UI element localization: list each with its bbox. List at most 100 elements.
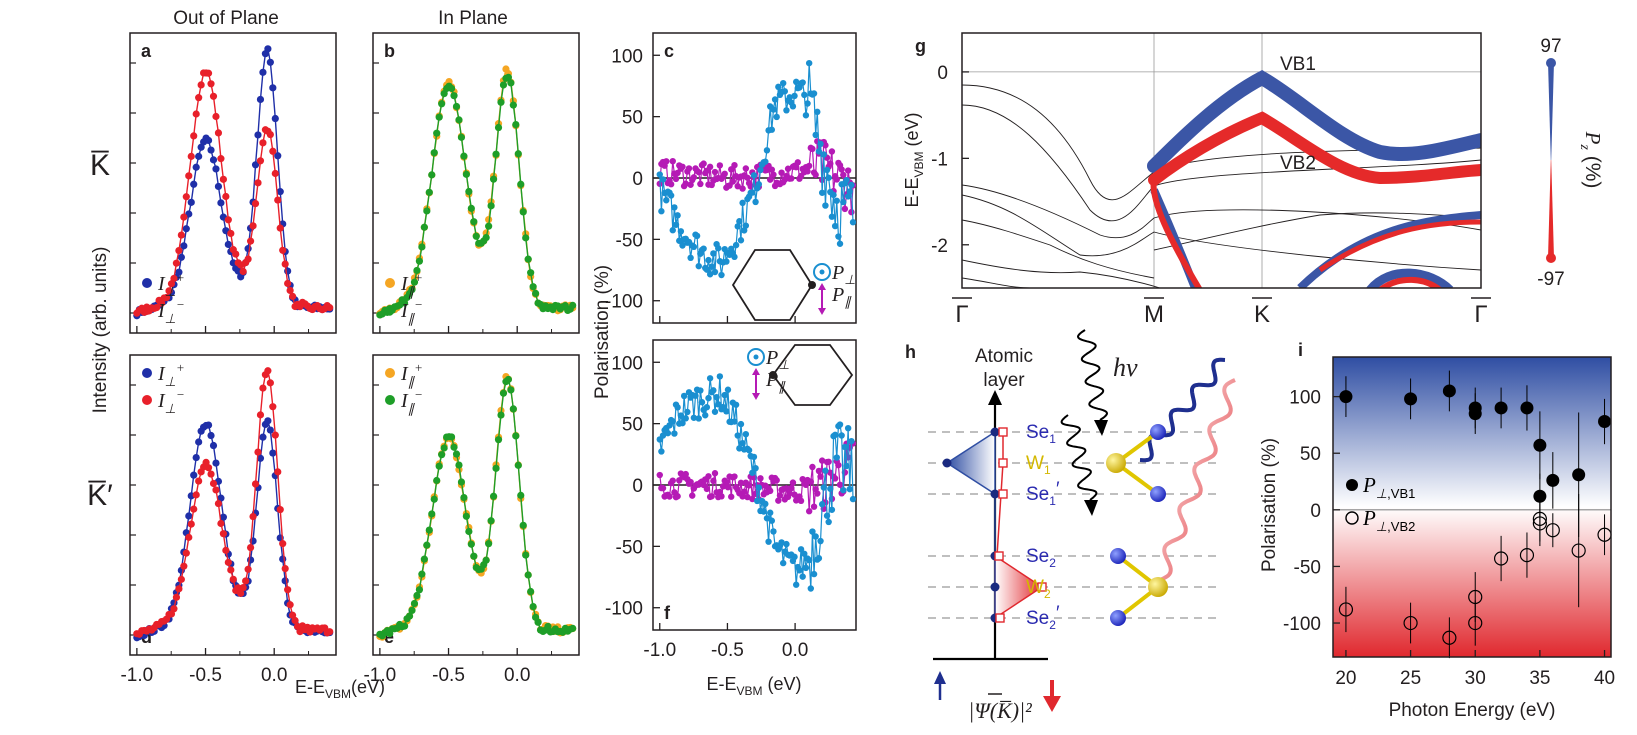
data-point [815, 148, 823, 155]
data-point [470, 218, 478, 226]
data-point [460, 493, 468, 502]
data-point [695, 168, 702, 176]
y-tick-label: 50 [622, 108, 643, 129]
data-point [703, 266, 711, 273]
w-atom-1 [1106, 453, 1126, 473]
thin-band [962, 184, 1481, 239]
panel-g-frame [961, 32, 1482, 289]
data-point [408, 286, 416, 294]
data-point [425, 188, 433, 196]
data-point [259, 384, 267, 392]
data-point [256, 157, 265, 165]
data-point [697, 180, 704, 188]
data-point [723, 258, 730, 265]
data-point [844, 424, 852, 432]
legend-d-plus: I⊥+ [157, 360, 185, 389]
data-point [802, 112, 810, 119]
data-point [529, 602, 537, 611]
data-point [805, 59, 813, 67]
legend-c-par: P∥ [831, 284, 852, 309]
data-point [195, 152, 203, 160]
layer-label: Se2′ [1026, 603, 1060, 632]
panel-d: d -1.0-0.50.0 [120, 354, 337, 686]
data-point [693, 232, 701, 240]
square-marker [998, 427, 1008, 437]
pz-color-scale [1548, 60, 1554, 160]
data-point [509, 405, 517, 413]
data-point [286, 601, 294, 609]
data-point [667, 192, 675, 199]
data-point [497, 98, 505, 106]
data-point [517, 180, 525, 188]
legend-b-minus: I∥− [400, 297, 423, 326]
data-point [269, 84, 277, 92]
series-line [379, 67, 574, 315]
vb2-label: VB2 [1280, 153, 1316, 174]
data-point [326, 304, 334, 312]
data-point [410, 599, 419, 608]
y-tick-label: 0 [937, 63, 948, 84]
data-point [775, 83, 782, 91]
thin-band [962, 194, 1481, 271]
data-point [472, 232, 480, 240]
data-point [838, 432, 845, 439]
square-marker [994, 551, 1004, 561]
data-point [274, 196, 282, 204]
data-point [710, 250, 717, 257]
y-tick-label: 50 [1300, 444, 1321, 465]
data-point [687, 478, 694, 486]
data-point [470, 552, 478, 560]
data-point [175, 246, 183, 255]
data-point [669, 157, 676, 165]
data-point [447, 433, 456, 441]
data-point [264, 417, 272, 425]
legend-d-marker-plus [142, 368, 152, 378]
data-point [430, 149, 438, 157]
series-line [136, 419, 330, 639]
intensity-axis-label: Intensity (arb. units) [90, 247, 111, 414]
data-point [209, 92, 218, 100]
data-point [195, 94, 203, 102]
data-point [527, 587, 535, 596]
data-point [843, 176, 850, 184]
data-point [405, 612, 414, 620]
data-point [674, 493, 681, 500]
data-point [840, 198, 847, 206]
legend-b: I∥+ I∥− [385, 270, 423, 326]
data-point [256, 95, 265, 104]
h-title-line1: Atomic [975, 346, 1033, 367]
data-point [428, 171, 436, 179]
data-point [494, 123, 503, 132]
data-point [734, 182, 741, 190]
heading-out-of-plane: Out of Plane [173, 8, 279, 29]
scale-top: 97 [1540, 36, 1561, 57]
pz-axis-label: Pz (%) [1577, 131, 1605, 189]
panel-e: e -1.0-0.50.0 [363, 354, 580, 686]
data-point [658, 208, 665, 215]
data-point [788, 484, 795, 492]
panel-g-label: g [915, 36, 926, 56]
data-point [435, 113, 443, 121]
data-point [775, 497, 782, 504]
y-tick-label: -100 [605, 599, 643, 620]
h-photon-energy: hν [1113, 353, 1138, 382]
data-point [822, 202, 829, 209]
row-label-k-prime: K̅′ [87, 479, 113, 512]
data-point-vb2 [1338, 602, 1354, 617]
data-point [814, 108, 821, 116]
data-point [715, 245, 722, 252]
data-point [741, 488, 748, 495]
data-point [823, 512, 831, 519]
data-point [249, 222, 257, 230]
data-point [165, 287, 173, 295]
data-point [689, 492, 696, 499]
data-point [770, 171, 777, 178]
data-point [801, 550, 808, 557]
polarisation-axis-label-cf: Polarisation (%) [592, 265, 613, 399]
data-point [415, 257, 424, 265]
x-tick-label: -0.5 [711, 640, 744, 661]
data-point [413, 591, 421, 600]
legend-e: I∥+ I∥− [385, 360, 423, 416]
data-point [182, 193, 190, 201]
